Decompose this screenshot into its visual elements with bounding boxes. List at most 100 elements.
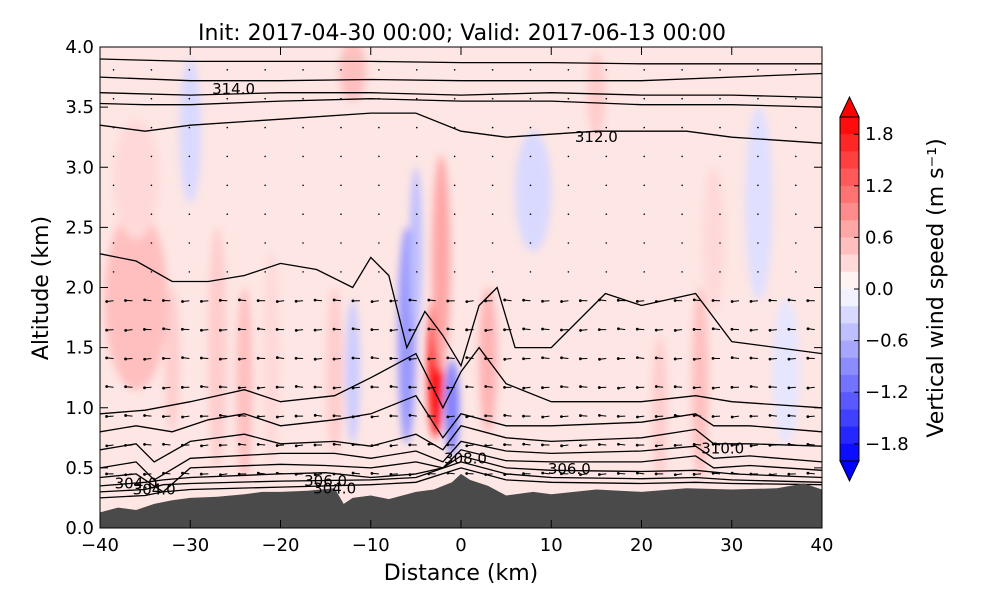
colorbar-band (840, 375, 859, 393)
wind-arrow (302, 242, 304, 244)
wind-arrow-head (579, 473, 582, 477)
contour-label: 310.0 (701, 440, 744, 458)
wind-arrow-head (218, 298, 222, 302)
y-tick-label: 1.5 (65, 338, 94, 359)
contour-label: 304.0 (313, 479, 356, 497)
wind-anomaly-region (339, 47, 367, 102)
wind-arrow-head (522, 357, 525, 361)
wind-arrow-head (313, 473, 317, 477)
y-tick-label: 0.5 (65, 458, 94, 479)
wind-arrow (188, 155, 191, 158)
wind-arrow-head (503, 298, 507, 302)
wind-arrow-head (332, 414, 336, 418)
wind-arrow-head (560, 472, 563, 476)
wind-arrow-head (143, 442, 146, 446)
wind-arrow-head (579, 414, 582, 417)
wind-arrow-head (749, 444, 753, 448)
wind-arrow (719, 69, 721, 71)
wind-arrow (188, 97, 191, 100)
wind-arrow (491, 184, 494, 187)
wind-arrow-head (199, 356, 203, 360)
wind-arrow-head (673, 444, 677, 447)
wind-arrow-head (598, 413, 601, 417)
wind-arrow-head (181, 471, 184, 475)
wind-arrow-head (787, 442, 791, 446)
wind-arrow (264, 155, 266, 158)
wind-arrow (302, 213, 304, 215)
wind-arrow (567, 126, 570, 129)
wind-arrow (757, 155, 759, 158)
wind-arrow-head (200, 444, 203, 448)
wind-arrow-head (427, 414, 431, 418)
wind-arrow-head (484, 299, 487, 303)
wind-arrow-head (616, 472, 620, 475)
wind-arrow-head (370, 385, 374, 389)
wind-arrow-head (199, 472, 203, 476)
y-axis-label: Altitude (km) (29, 216, 54, 360)
wind-arrow-head (389, 385, 393, 388)
wind-arrow-head (427, 327, 431, 331)
wind-arrow-head (579, 329, 582, 332)
wind-arrow (112, 155, 115, 158)
wind-arrow-head (313, 328, 317, 332)
wind-arrow-head (465, 300, 469, 303)
wind-arrow-head (806, 327, 810, 331)
wind-arrow-head (218, 328, 222, 332)
contour-labels: 314.0312.0310.0308.0306.0306.0304.0304.0… (115, 80, 745, 498)
wind-arrow (757, 69, 759, 71)
wind-arrow (529, 155, 532, 158)
wind-arrow (719, 97, 721, 100)
wind-arrow-head (484, 329, 488, 332)
wind-arrow (188, 213, 191, 215)
wind-arrow-head (294, 356, 298, 360)
wind-arrow-head (654, 444, 658, 448)
wind-arrow-head (446, 356, 450, 360)
wind-arrow-head (806, 356, 810, 360)
colorbar-band (840, 323, 859, 342)
wind-arrow-head (124, 473, 128, 477)
wind-arrow-head (256, 415, 260, 419)
wind-arrow (605, 69, 608, 71)
wind-arrow (264, 242, 266, 244)
wind-arrow-head (446, 471, 450, 475)
wind-arrow-head (162, 442, 165, 446)
wind-arrow-head (313, 385, 317, 389)
wind-arrow (567, 271, 570, 273)
wind-arrow (226, 184, 229, 187)
wind-arrow-head (181, 415, 184, 419)
wind-arrow-head (237, 472, 241, 476)
x-axis-ticks: −40 −30 −20 −10 0 10 20 30 40 (81, 47, 833, 556)
wind-arrow (453, 213, 456, 215)
wind-arrow-head (673, 473, 677, 477)
wind-arrow (150, 69, 153, 71)
wind-arrow (681, 184, 683, 187)
wind-arrow-head (616, 357, 620, 360)
wind-arrow-head (465, 385, 469, 389)
wind-arrow (529, 97, 532, 100)
wind-arrow-head (162, 471, 165, 475)
colorbar-tick-label: 0.6 (865, 227, 894, 248)
wind-arrow-head (219, 413, 222, 417)
y-tick-label: 0.0 (65, 518, 94, 539)
wind-arrow (719, 242, 721, 244)
wind-arrow-head (446, 299, 450, 303)
wind-arrow (453, 155, 456, 158)
colorbar-band (840, 151, 859, 170)
wind-arrow-head (389, 299, 393, 303)
x-tick-label: −30 (171, 535, 209, 556)
wind-arrow-head (408, 413, 412, 417)
wind-arrow-head (351, 356, 355, 360)
wind-arrow-head (692, 298, 696, 302)
wind-arrow-head (484, 444, 488, 448)
wind-anomaly-region (652, 335, 667, 480)
wind-arrow (226, 213, 229, 215)
wind-arrow-head (787, 327, 791, 331)
wind-arrow (415, 69, 418, 71)
wind-arrow (567, 184, 570, 187)
wind-arrow-head (597, 443, 601, 446)
wind-arrow-head (370, 328, 374, 332)
wind-arrow (378, 69, 380, 71)
wind-arrow-head (503, 385, 506, 389)
wind-arrow-head (711, 415, 715, 418)
wind-arrow (795, 271, 797, 273)
